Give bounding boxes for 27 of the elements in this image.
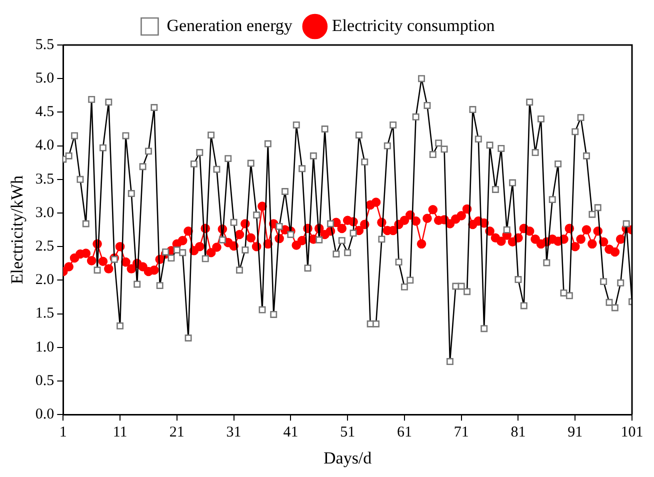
- y-tick-label: 2.0: [35, 272, 54, 288]
- y-tick-label: 0.0: [35, 406, 54, 423]
- x-tick-label: 41: [283, 424, 298, 441]
- y-tick-label: 0.5: [35, 372, 54, 389]
- legend-label: Electricity consumption: [332, 16, 496, 35]
- y-tick-label: 1.0: [35, 339, 54, 356]
- x-tick-label: 61: [396, 424, 412, 441]
- x-tick-label: 91: [568, 424, 583, 441]
- y-axis-title: Electricity/kWh: [8, 175, 27, 284]
- x-tick-label: 21: [169, 424, 184, 441]
- y-tick-label: 1.5: [35, 306, 54, 322]
- y-tick-label: 5.5: [35, 36, 54, 53]
- x-tick-label: 71: [454, 424, 469, 441]
- y-tick-label: 2.5: [35, 238, 54, 255]
- x-tick-label: 31: [226, 424, 242, 441]
- y-tick-label: 4.5: [35, 104, 54, 120]
- x-axis-title: Days/d: [323, 448, 372, 468]
- x-tick-label: 101: [620, 424, 644, 441]
- x-tick-label: 11: [112, 424, 128, 441]
- y-tick-label: 5.0: [35, 70, 54, 87]
- x-tick-label: 51: [340, 424, 356, 441]
- x-tick-label: 1: [59, 424, 67, 441]
- y-tick-label: 3.5: [35, 171, 54, 188]
- y-tick-label: 4.0: [35, 138, 54, 154]
- legend-label: Generation energy: [166, 16, 293, 35]
- y-tick-label: 3.0: [35, 204, 54, 221]
- x-tick-label: 81: [510, 424, 526, 441]
